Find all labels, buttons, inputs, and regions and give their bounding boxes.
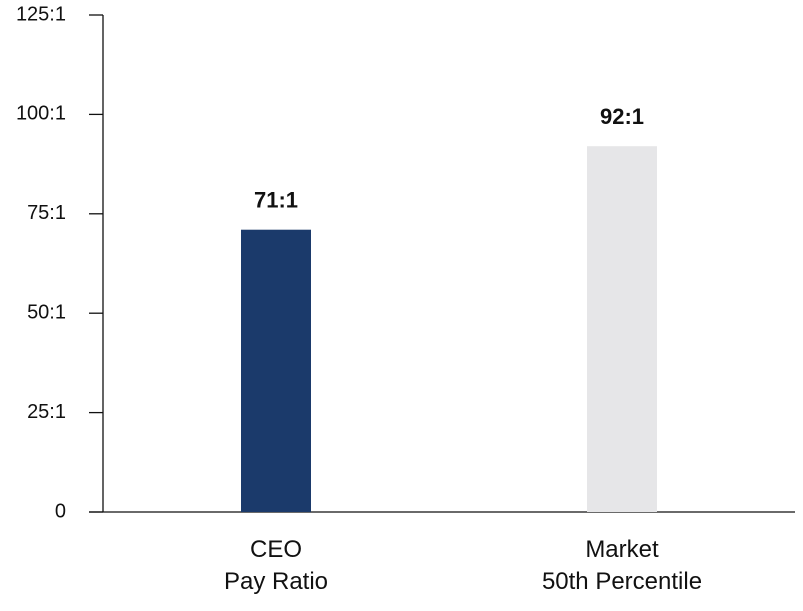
x-tick-label: Market 50th Percentile bbox=[541, 536, 703, 595]
y-tick-label: 75:1 bbox=[27, 202, 66, 224]
bar bbox=[241, 229, 311, 513]
y-tick-label: 50:1 bbox=[27, 301, 66, 323]
y-tick-label: 125:1 bbox=[16, 3, 66, 25]
bar bbox=[587, 146, 657, 512]
y-tick-label: 0 bbox=[55, 500, 66, 522]
value-label: 92:1 bbox=[600, 104, 644, 129]
y-tick-label: 100:1 bbox=[16, 103, 66, 125]
value-label: 71:1 bbox=[254, 188, 298, 213]
x-tick-label: CEO Pay Ratio bbox=[223, 536, 329, 595]
y-tick-label: 25:1 bbox=[27, 401, 66, 423]
